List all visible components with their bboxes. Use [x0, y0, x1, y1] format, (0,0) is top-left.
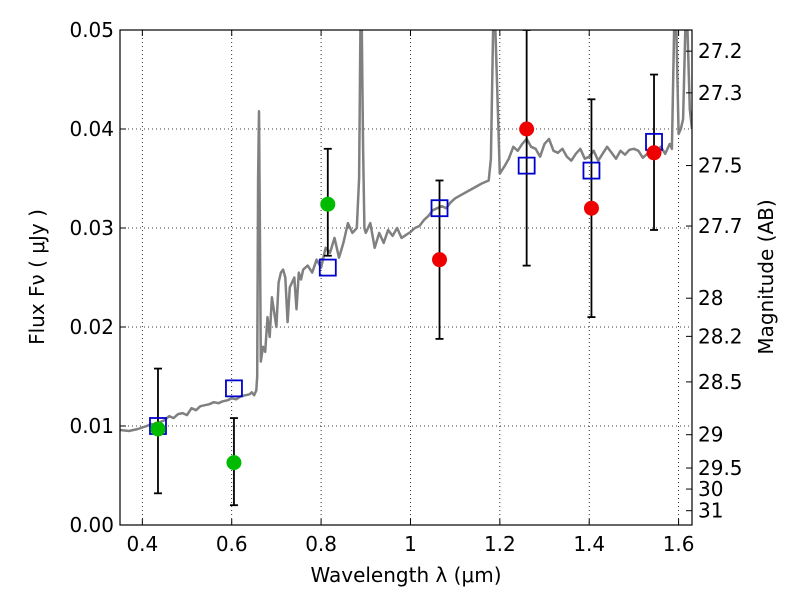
y-tick-label: 0.03 [69, 216, 114, 240]
y2-tick-label: 27.2 [698, 39, 743, 63]
x-tick-label: 1.6 [663, 532, 695, 556]
green-point [226, 455, 242, 471]
y2-tick-label: 28.5 [698, 370, 743, 394]
x-tick-label: 1 [404, 532, 417, 556]
y2-tick-label: 28 [698, 286, 723, 310]
x-tick-label: 0.8 [305, 532, 337, 556]
red-point [646, 145, 662, 161]
y-tick-label: 0.01 [69, 414, 114, 438]
red-point [519, 121, 535, 137]
axis-ticks [120, 29, 692, 526]
y-tick-label: 0.02 [69, 315, 114, 339]
model-square-point [517, 156, 536, 175]
model-square-point [430, 199, 449, 218]
y2-tick-label: 27.7 [698, 214, 743, 238]
x-tick-label: 0.4 [126, 532, 158, 556]
model-square-point [225, 379, 243, 398]
y-tick-label: 0.05 [69, 18, 114, 42]
y2-tick-label: 29 [698, 423, 723, 447]
y2-tick-label: 27.5 [698, 154, 743, 178]
y-tick-labels: 0.00 0.01 0.02 0.03 0.04 0.05 [69, 18, 114, 537]
marker-layer [149, 121, 663, 471]
plot-area [120, 30, 692, 525]
model-square-point [318, 258, 337, 277]
x-tick-label: 1.2 [484, 532, 516, 556]
x-tick-label: 0.6 [216, 532, 248, 556]
red-point [432, 252, 448, 268]
x-axis-label: Wavelength λ (μm) [310, 563, 501, 587]
y2-tick-label: 31 [698, 499, 723, 523]
y2-tick-label: 30 [698, 477, 723, 501]
green-point [320, 196, 336, 212]
y2-axis-label: Magnitude (AB) [754, 199, 778, 354]
model-square-point [582, 161, 601, 180]
red-point [583, 200, 599, 216]
y-axis-label: Flux Fν ( μJy ) [25, 209, 49, 345]
y2-tick-label: 27.3 [698, 81, 743, 105]
green-point [150, 421, 166, 437]
x-tick-label: 1.4 [573, 532, 605, 556]
y-tick-label: 0.00 [69, 513, 114, 537]
y2-tick-label: 28.2 [698, 324, 743, 348]
y-tick-label: 0.04 [69, 117, 114, 141]
y2-tick-label: 29.5 [698, 456, 743, 480]
plot-frame [119, 29, 693, 526]
x-tick-labels: 0.4 0.6 0.8 1 1.2 1.4 1.6 [126, 532, 694, 556]
